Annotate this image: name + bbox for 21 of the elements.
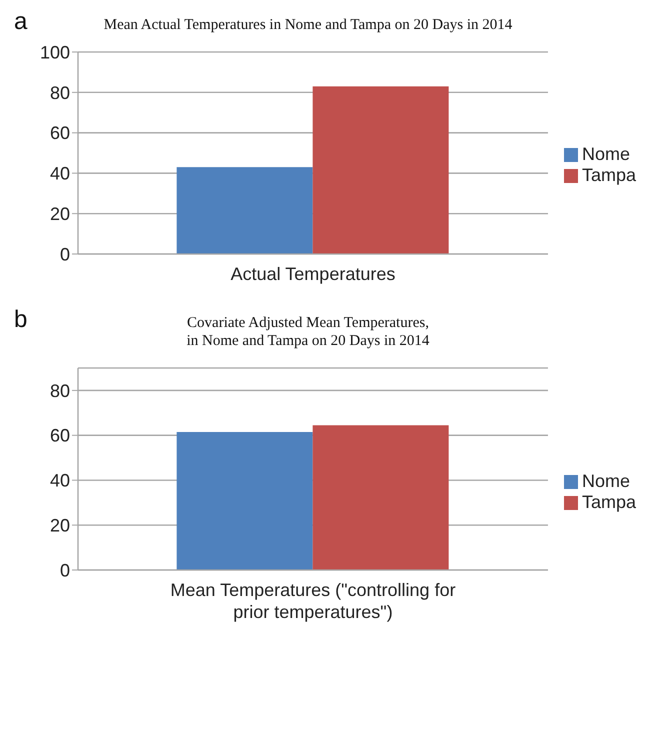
legend-label: Nome — [582, 144, 630, 164]
chart-title: Covariate Adjusted Mean Temperatures, in Nome and Tampa on 20 Days in 2014 — [186, 314, 430, 350]
legend-label: Nome — [582, 471, 630, 491]
y-tick-label: 80 — [50, 380, 70, 401]
legend-label: Tampa — [582, 492, 636, 512]
y-tick-label: 60 — [50, 426, 70, 446]
x-tick-label: Actual Temperatures — [230, 264, 396, 284]
y-tick-label: 100 — [40, 42, 70, 62]
legend-label: Tampa — [582, 165, 636, 185]
y-tick-label: 40 — [50, 164, 70, 184]
y-tick-label: 0 — [60, 244, 70, 264]
y-tick-label: 20 — [50, 516, 70, 536]
y-tick-label: 20 — [50, 204, 70, 224]
y-tick-label: 40 — [50, 470, 70, 491]
y-tick-label: 0 — [60, 560, 70, 580]
chart-title: Mean Actual Temperatures in Nome and Tampa on 20 Days in 2014 — [102, 16, 514, 34]
y-tick-label: 60 — [50, 123, 70, 144]
y-tick-label: 80 — [50, 82, 70, 103]
text: a — [14, 8, 28, 36]
x-tick-label: Mean Temperatures ("controlling for prior temperatures") — [170, 580, 456, 622]
text: b — [14, 306, 28, 334]
